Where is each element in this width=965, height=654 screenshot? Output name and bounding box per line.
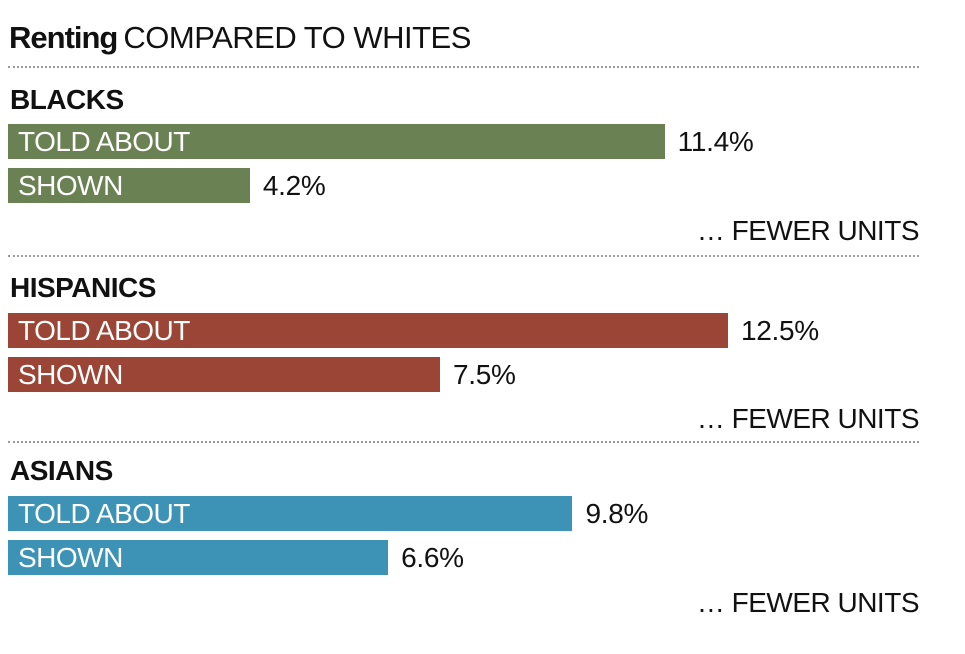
divider — [8, 441, 919, 443]
chart-title-bold: Renting — [9, 20, 118, 55]
bar-label: SHOWN — [18, 170, 123, 201]
bar-label: SHOWN — [18, 359, 123, 390]
fewer-units-note: … FEWER UNITS — [696, 587, 920, 618]
fewer-units-note: … FEWER UNITS — [696, 403, 920, 434]
fewer-units-note: … FEWER UNITS — [696, 215, 920, 246]
chart-title: Renting COMPARED TO WHITES — [9, 18, 471, 58]
bar-value: 11.4% — [677, 126, 754, 157]
group-label: ASIANS — [10, 455, 113, 486]
group-blacks: BLACKS TOLD ABOUT 11.4% SHOWN 4.2% … FEW… — [0, 82, 965, 262]
bar-label: TOLD ABOUT — [18, 126, 190, 157]
bar-blacks-told-about: TOLD ABOUT — [8, 124, 665, 159]
chart-title-rest: COMPARED TO WHITES — [123, 20, 471, 55]
bar-value: 4.2% — [262, 170, 326, 201]
bar-asians-told-about: TOLD ABOUT — [8, 496, 573, 531]
bar-label: TOLD ABOUT — [18, 315, 190, 346]
bar-asians-shown: SHOWN — [8, 540, 389, 575]
bar-label: TOLD ABOUT — [18, 498, 190, 529]
bar-value: 6.6% — [401, 542, 464, 573]
bar-value: 7.5% — [453, 359, 516, 390]
bar-value: 12.5% — [741, 315, 819, 346]
bar-hispanics-told-about: TOLD ABOUT — [8, 313, 728, 348]
bar-label: SHOWN — [18, 542, 123, 573]
group-hispanics: HISPANICS TOLD ABOUT 12.5% SHOWN 7.5% … … — [0, 270, 965, 450]
divider — [8, 255, 919, 257]
group-asians: ASIANS TOLD ABOUT 9.8% SHOWN 6.6% … FEWE… — [0, 453, 965, 633]
group-label: HISPANICS — [10, 272, 156, 303]
bar-blacks-shown: SHOWN — [8, 168, 250, 203]
bar-value: 9.8% — [585, 498, 649, 529]
divider — [8, 66, 919, 68]
bar-hispanics-shown: SHOWN — [8, 357, 440, 392]
group-label: BLACKS — [10, 84, 124, 115]
